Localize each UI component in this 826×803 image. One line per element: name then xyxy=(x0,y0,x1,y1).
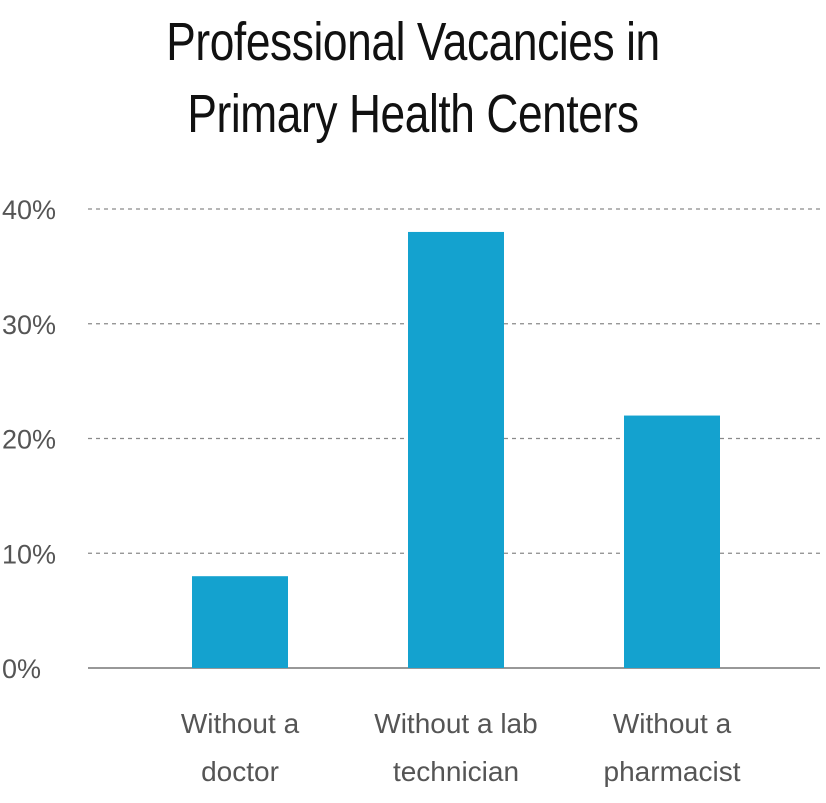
x-tick-label: technician xyxy=(393,756,519,787)
bar xyxy=(192,576,288,668)
x-tick-label: pharmacist xyxy=(604,756,741,787)
x-tick-label: Without a lab xyxy=(374,708,537,739)
y-tick-label: 0% xyxy=(2,654,41,684)
chart-title-line-1: Professional Vacancies in xyxy=(166,12,660,72)
bar xyxy=(408,231,504,668)
x-tick-label: doctor xyxy=(201,756,279,787)
chart-title: Professional Vacancies in Primary Health… xyxy=(74,6,751,150)
bar xyxy=(624,415,720,668)
x-tick-label: Without a xyxy=(181,708,300,739)
y-tick-label: 10% xyxy=(2,539,56,569)
chart-title-line-2: Primary Health Centers xyxy=(187,84,639,144)
y-tick-label: 40% xyxy=(2,195,56,225)
x-tick-label: Without a xyxy=(613,708,732,739)
y-tick-label: 20% xyxy=(2,425,56,455)
y-tick-label: 30% xyxy=(2,310,56,340)
